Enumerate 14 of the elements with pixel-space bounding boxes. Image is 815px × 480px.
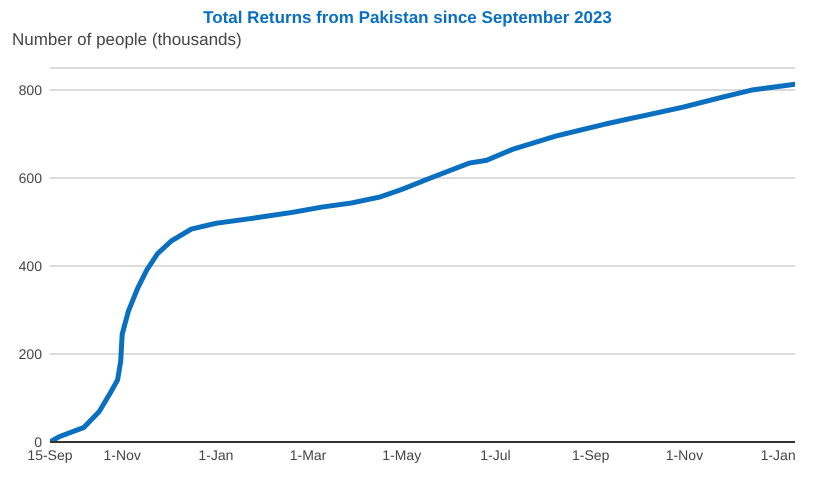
x-tick-label: 1-Mar <box>290 446 327 463</box>
x-tick-label: 1-Nov <box>666 446 704 463</box>
x-tick-label: 1-Jan <box>198 446 234 463</box>
y-tick-label: 400 <box>18 258 42 274</box>
x-tick-label: 1-Jan <box>760 446 796 463</box>
chart-title: Total Returns from Pakistan since September 2023 <box>202 8 613 28</box>
x-tick-label: 1-Nov <box>104 446 141 463</box>
y-tick-label: 800 <box>18 82 42 98</box>
x-tick-label: 1-Jul <box>480 446 511 463</box>
y-tick-label: 200 <box>18 346 42 362</box>
x-tick-label: 1-Sep <box>572 446 610 463</box>
y-axis-title: Number of people (thousands) <box>12 30 242 50</box>
y-tick-label: 600 <box>18 170 42 186</box>
x-tick-label: 1-May <box>382 446 422 463</box>
